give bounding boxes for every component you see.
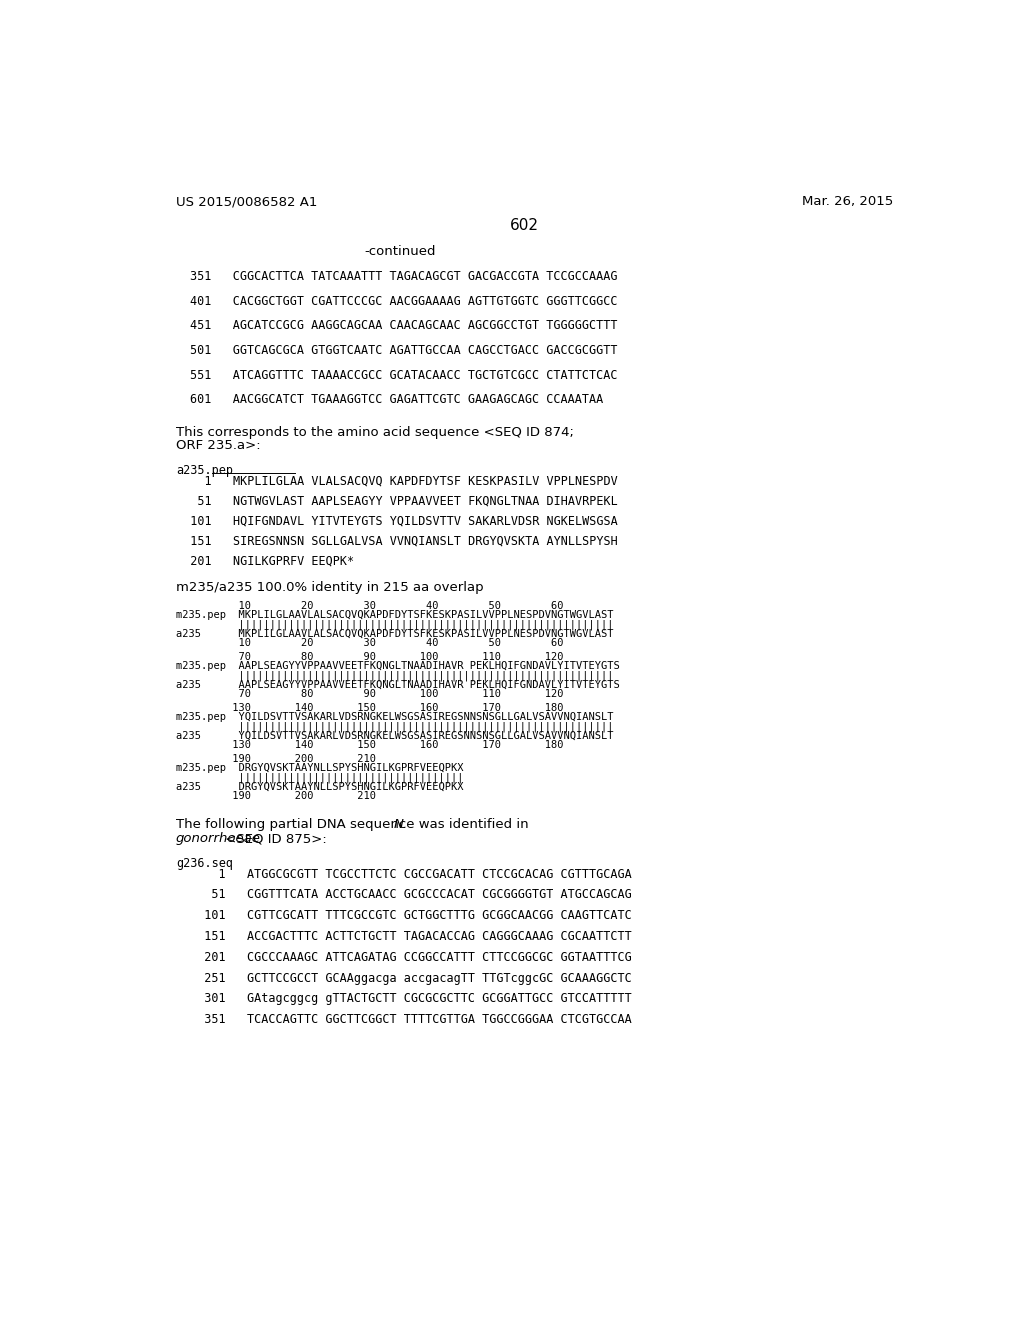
Text: 351   CGGCACTTCA TATCAAATTT TAGACAGCGT GACGACCGTA TCCGCCAAAG: 351 CGGCACTTCA TATCAAATTT TAGACAGCGT GAC… [190, 271, 617, 282]
Text: 190       200       210: 190 200 210 [176, 791, 376, 800]
Text: m235.pep  DRGYQVSKTAAYNLLSPYSHNGILKGPRFVEEQPKX: m235.pep DRGYQVSKTAAYNLLSPYSHNGILKGPRFVE… [176, 763, 464, 772]
Text: 10        20        30        40        50        60: 10 20 30 40 50 60 [176, 638, 563, 648]
Text: 401   CACGGCTGGT CGATTCCCGC AACGGAAAAG AGTTGTGGTC GGGTTCGGCC: 401 CACGGCTGGT CGATTCCCGC AACGGAAAAG AGT… [190, 294, 617, 308]
Text: 70        80        90       100       110       120: 70 80 90 100 110 120 [176, 689, 563, 698]
Text: 190       200       210: 190 200 210 [176, 754, 376, 763]
Text: 1   ATGGCGCGTT TCGCCTTCTC CGCCGACATT CTCCGCACAG CGTTTGCAGA: 1 ATGGCGCGTT TCGCCTTCTC CGCCGACATT CTCCG… [190, 867, 632, 880]
Text: ||||||||||||||||||||||||||||||||||||||||||||||||||||||||||||: ||||||||||||||||||||||||||||||||||||||||… [176, 671, 613, 681]
Text: 101   CGTTCGCATT TTTCGCCGTC GCTGGCTTTG GCGGCAACGG CAAGTTCATC: 101 CGTTCGCATT TTTCGCCGTC GCTGGCTTTG GCG… [190, 909, 632, 923]
Text: ||||||||||||||||||||||||||||||||||||||||||||||||||||||||||||: ||||||||||||||||||||||||||||||||||||||||… [176, 721, 613, 731]
Text: -continued: -continued [365, 244, 436, 257]
Text: Mar. 26, 2015: Mar. 26, 2015 [802, 195, 894, 209]
Text: 70        80        90       100       110       120: 70 80 90 100 110 120 [176, 652, 563, 661]
Text: 201   CGCCCAAAGC ATTCAGATAG CCGGCCATTT CTTCCGGCGC GGTAATTTCG: 201 CGCCCAAAGC ATTCAGATAG CCGGCCATTT CTT… [190, 950, 632, 964]
Text: 151   SIREGSNNSN SGLLGALVSA VVNQIANSLT DRGYQVSKTA AYNLLSPYSH: 151 SIREGSNNSN SGLLGALVSA VVNQIANSLT DRG… [176, 535, 617, 548]
Text: m235/a235 100.0% identity in 215 aa overlap: m235/a235 100.0% identity in 215 aa over… [176, 581, 483, 594]
Text: 130       140       150       160       170       180: 130 140 150 160 170 180 [176, 702, 563, 713]
Text: N.: N. [394, 818, 408, 832]
Text: 551   ATCAGGTTTC TAAAACCGCC GCATACAACC TGCTGTCGCC CTATTCTCAC: 551 ATCAGGTTTC TAAAACCGCC GCATACAACC TGC… [190, 368, 617, 381]
Text: m235.pep  MKPLILGLAAVLALSACQVQKAPDFDYTSFKESKPASILVVPPLNESPDVNGTWGVLAST: m235.pep MKPLILGLAAVLALSACQVQKAPDFDYTSFK… [176, 610, 613, 620]
Text: 101   HQIFGNDAVL YITVTEYGTS YQILDSVTTV SAKARLVDSR NGKELWSGSA: 101 HQIFGNDAVL YITVTEYGTS YQILDSVTTV SAK… [176, 515, 617, 528]
Text: a235      DRGYQVSKTAAYNLLSPYSHNGILKGPRFVEEQPKX: a235 DRGYQVSKTAAYNLLSPYSHNGILKGPRFVEEQPK… [176, 781, 464, 791]
Text: 201   NGILKGPRFV EEQPK*: 201 NGILKGPRFV EEQPK* [176, 554, 354, 568]
Text: 151   ACCGACTTTC ACTTCTGCTT TAGACACCAG CAGGGCAAAG CGCAATTCTT: 151 ACCGACTTTC ACTTCTGCTT TAGACACCAG CAG… [190, 929, 632, 942]
Text: 51   NGTWGVLAST AAPLSEAGYY VPPAAVVEET FKQNGLTNAA DIHAVRPEKL: 51 NGTWGVLAST AAPLSEAGYY VPPAAVVEET FKQN… [176, 495, 617, 508]
Text: 130       140       150       160       170       180: 130 140 150 160 170 180 [176, 739, 563, 750]
Text: a235      MKPLILGLAAVLALSACQVQKAPDFDYTSFKESKPASILVVPPLNESPDVNGTWGVLAST: a235 MKPLILGLAAVLALSACQVQKAPDFDYTSFKESKP… [176, 628, 613, 639]
Text: m235.pep  YQILDSVTTVSAKARLVDSRNGKELWSGSASIREGSNNSNSGLLGALVSAVVNQIANSLT: m235.pep YQILDSVTTVSAKARLVDSRNGKELWSGSAS… [176, 711, 613, 722]
Text: 501   GGTCAGCGCA GTGGTCAATC AGATTGCCAA CAGCCTGACC GACCGCGGTT: 501 GGTCAGCGCA GTGGTCAATC AGATTGCCAA CAG… [190, 345, 617, 356]
Text: 10        20        30        40        50        60: 10 20 30 40 50 60 [176, 601, 563, 611]
Text: ||||||||||||||||||||||||||||||||||||||||||||||||||||||||||||: ||||||||||||||||||||||||||||||||||||||||… [176, 619, 613, 630]
Text: 301   GAtagcggcg gTTACTGCTT CGCGCGCTTC GCGGATTGCC GTCCATTTTT: 301 GAtagcggcg gTTACTGCTT CGCGCGCTTC GCG… [190, 993, 632, 1006]
Text: 451   AGCATCCGCG AAGGCAGCAA CAACAGCAAC AGCGGCCTGT TGGGGGCTTT: 451 AGCATCCGCG AAGGCAGCAA CAACAGCAAC AGC… [190, 319, 617, 333]
Text: 351   TCACCAGTTC GGCTTCGGCT TTTTCGTTGA TGGCCGGGAA CTCGTGCCAA: 351 TCACCAGTTC GGCTTCGGCT TTTTCGTTGA TGG… [190, 1014, 632, 1026]
Text: 601   AACGGCATCT TGAAAGGTCC GAGATTCGTC GAAGAGCAGC CCAAATAA: 601 AACGGCATCT TGAAAGGTCC GAGATTCGTC GAA… [190, 393, 603, 407]
Text: gonorrhoeae: gonorrhoeae [176, 832, 261, 845]
Text: 51   CGGTTTCATA ACCTGCAACC GCGCCCACAT CGCGGGGTGT ATGCCAGCAG: 51 CGGTTTCATA ACCTGCAACC GCGCCCACAT CGCG… [190, 888, 632, 902]
Text: US 2015/0086582 A1: US 2015/0086582 A1 [176, 195, 317, 209]
Text: a235      YQILDSVTTVSAKARLVDSRNGKELWSGSASIREGSNNSNSGLLGALVSAVVNQIANSLT: a235 YQILDSVTTVSAKARLVDSRNGKELWSGSASIREG… [176, 730, 613, 741]
Text: ORF 235.a>:: ORF 235.a>: [176, 440, 261, 453]
Text: m235.pep  AAPLSEAGYYVPPAAVVEETFKQNGLTNAADIHAVR PEKLHQIFGNDAVLYITVTEYGTS: m235.pep AAPLSEAGYYVPPAAVVEETFKQNGLTNAAD… [176, 661, 620, 671]
Text: a235      AAPLSEAGYYVPPAAVVEETFKQNGLTNAADIHAVR PEKLHQIFGNDAVLYITVTEYGTS: a235 AAPLSEAGYYVPPAAVVEETFKQNGLTNAADIHAV… [176, 680, 620, 689]
Text: 1   MKPLILGLAA VLALSACQVQ KAPDFDYTSF KESKPASILV VPPLNESPDV: 1 MKPLILGLAA VLALSACQVQ KAPDFDYTSF KESKP… [176, 475, 617, 488]
Text: a235.pep: a235.pep [176, 465, 233, 477]
Text: g236.seq: g236.seq [176, 857, 233, 870]
Text: This corresponds to the amino acid sequence <SEQ ID 874;: This corresponds to the amino acid seque… [176, 425, 573, 438]
Text: <SEQ ID 875>:: <SEQ ID 875>: [221, 832, 327, 845]
Text: 251   GCTTCCGCCT GCAAggacga accgacagTT TTGTcggcGC GCAAAGGCTC: 251 GCTTCCGCCT GCAAggacga accgacagTT TTG… [190, 972, 632, 985]
Text: ||||||||||||||||||||||||||||||||||||: |||||||||||||||||||||||||||||||||||| [176, 772, 464, 783]
Text: 602: 602 [510, 218, 540, 234]
Text: The following partial DNA sequence was identified in: The following partial DNA sequence was i… [176, 818, 532, 832]
